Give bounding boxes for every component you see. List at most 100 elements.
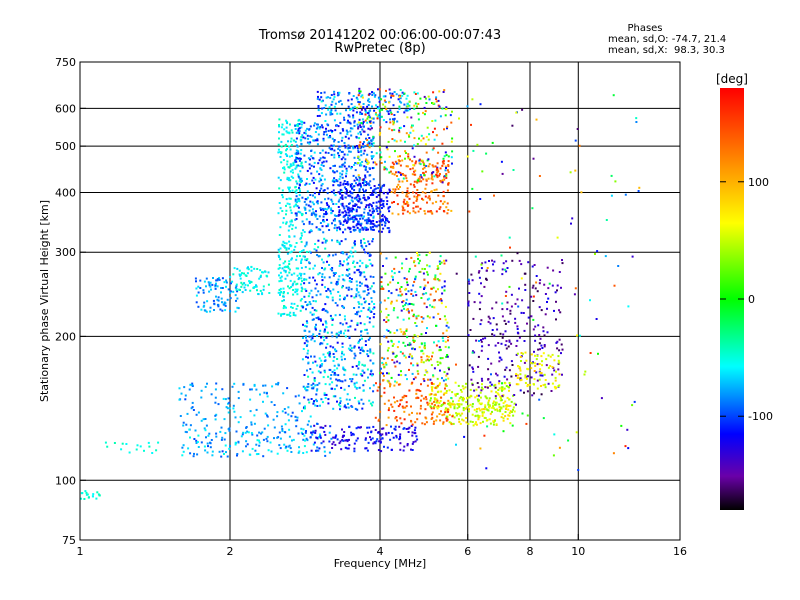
data-point — [356, 178, 359, 181]
data-point — [354, 203, 357, 206]
data-point — [358, 265, 361, 268]
data-point — [302, 428, 305, 431]
data-point — [319, 293, 322, 296]
data-point — [364, 447, 367, 450]
data-point — [372, 276, 375, 278]
data-point — [505, 408, 507, 410]
data-point — [370, 151, 373, 154]
data-point — [366, 162, 369, 165]
data-point — [471, 98, 474, 101]
data-point — [191, 382, 194, 385]
data-point — [301, 287, 304, 290]
data-point — [414, 93, 417, 95]
data-point — [373, 441, 376, 444]
data-point — [531, 394, 534, 397]
data-point — [478, 292, 481, 295]
data-point — [304, 160, 307, 163]
data-point — [384, 167, 387, 170]
data-point — [197, 291, 200, 294]
data-point — [397, 162, 400, 165]
data-point — [399, 448, 402, 451]
data-point — [516, 331, 519, 334]
y-tick-label: 200 — [55, 330, 76, 343]
data-point — [507, 408, 510, 411]
data-point — [342, 211, 345, 214]
data-point — [341, 439, 344, 441]
data-point — [338, 241, 341, 244]
data-point — [343, 207, 346, 210]
data-point — [319, 228, 322, 231]
data-point — [289, 220, 292, 223]
data-point — [258, 431, 261, 434]
data-point — [258, 441, 261, 444]
data-point — [328, 254, 331, 257]
data-point — [343, 220, 345, 223]
data-point — [406, 308, 409, 311]
data-point — [393, 139, 396, 142]
data-point — [365, 266, 368, 269]
data-point — [447, 209, 450, 211]
data-point — [504, 322, 507, 325]
data-point — [369, 122, 372, 124]
data-point — [433, 397, 436, 400]
data-point — [487, 399, 490, 402]
data-point — [401, 91, 404, 94]
data-point — [477, 418, 480, 421]
data-point — [367, 355, 370, 358]
data-point — [533, 392, 535, 395]
data-point — [551, 353, 554, 356]
data-point — [381, 218, 384, 221]
data-point — [398, 96, 401, 99]
data-point — [333, 96, 336, 98]
data-point — [539, 337, 542, 340]
data-point — [315, 187, 318, 190]
data-point — [534, 325, 537, 328]
data-point — [315, 213, 318, 216]
data-point — [558, 309, 560, 312]
data-point — [412, 364, 415, 367]
data-point — [478, 415, 481, 417]
data-point — [405, 193, 408, 196]
data-point — [339, 213, 342, 216]
data-point — [295, 195, 298, 198]
data-point — [371, 105, 373, 108]
data-point — [279, 155, 282, 158]
data-point — [442, 210, 445, 212]
data-point — [403, 307, 405, 310]
data-point — [332, 288, 335, 291]
data-point — [277, 267, 280, 270]
data-point — [290, 273, 293, 276]
data-point — [355, 224, 358, 227]
data-point — [313, 400, 316, 403]
data-point — [560, 286, 562, 289]
data-point — [487, 320, 490, 323]
data-point — [371, 192, 374, 195]
data-point — [315, 309, 318, 312]
data-point — [538, 342, 541, 345]
data-point — [478, 340, 480, 342]
data-point — [388, 210, 391, 213]
data-point — [281, 300, 284, 302]
data-point — [277, 312, 280, 315]
data-point — [411, 347, 414, 350]
data-point — [422, 361, 425, 364]
data-point — [445, 176, 448, 179]
data-point — [446, 169, 449, 172]
data-point — [538, 378, 541, 381]
data-point — [350, 295, 353, 298]
data-point — [147, 441, 150, 444]
data-point — [425, 398, 428, 401]
data-point — [298, 130, 301, 133]
data-point — [334, 395, 337, 398]
data-point — [353, 345, 356, 348]
data-point — [471, 421, 474, 423]
data-point — [298, 127, 301, 130]
data-point — [338, 156, 341, 159]
data-point — [306, 340, 309, 343]
data-point — [501, 413, 504, 416]
data-point — [445, 410, 448, 412]
data-point — [282, 307, 285, 310]
data-point — [296, 145, 299, 148]
data-point — [353, 271, 356, 274]
data-point — [288, 240, 291, 243]
